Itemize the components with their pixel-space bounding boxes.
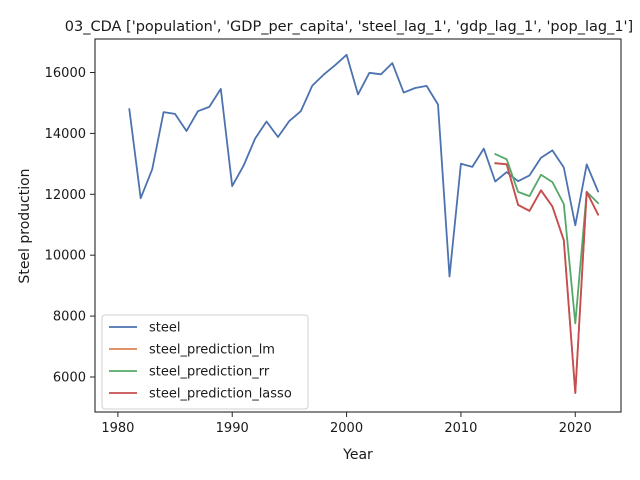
series-lines [128, 53, 599, 395]
x-tick-label: 2020 [559, 421, 592, 436]
y-tick-label: 6000 [53, 370, 86, 385]
x-axis: 1980 1990 2000 2010 2020 [101, 412, 592, 436]
legend-label: steel_prediction_rr [149, 365, 270, 380]
y-tick-label: 10000 [45, 249, 86, 264]
y-tick-label: 14000 [45, 127, 86, 142]
legend: steel steel_prediction_lm steel_prediction… [101, 314, 309, 410]
x-tick-label: 1980 [101, 421, 134, 436]
y-tick-label: 8000 [53, 310, 86, 325]
legend-box [101, 314, 309, 410]
legend-label: steel_prediction_lm [149, 343, 275, 358]
y-tick-label: 16000 [45, 66, 86, 81]
y-tick-label: 12000 [45, 188, 86, 203]
x-tick-label: 1990 [216, 421, 249, 436]
chart-title: 03_CDA ['population', 'GDP_per_capita', … [65, 19, 633, 35]
x-tick-label: 2000 [330, 421, 363, 436]
y-axis: 6000 8000 10000 12000 14000 16000 [45, 66, 95, 385]
series-line-steel-prediction-lasso [494, 162, 599, 395]
y-axis-label: Steel production [17, 168, 33, 283]
x-tick-label: 2010 [444, 421, 477, 436]
x-axis-label: Year [342, 447, 373, 463]
plot-frame [94, 38, 622, 413]
legend-label: steel [149, 321, 180, 336]
series-line-steel [128, 53, 599, 278]
legend-label: steel_prediction_lasso [149, 387, 292, 402]
series-line-steel-prediction-rr [494, 153, 599, 325]
